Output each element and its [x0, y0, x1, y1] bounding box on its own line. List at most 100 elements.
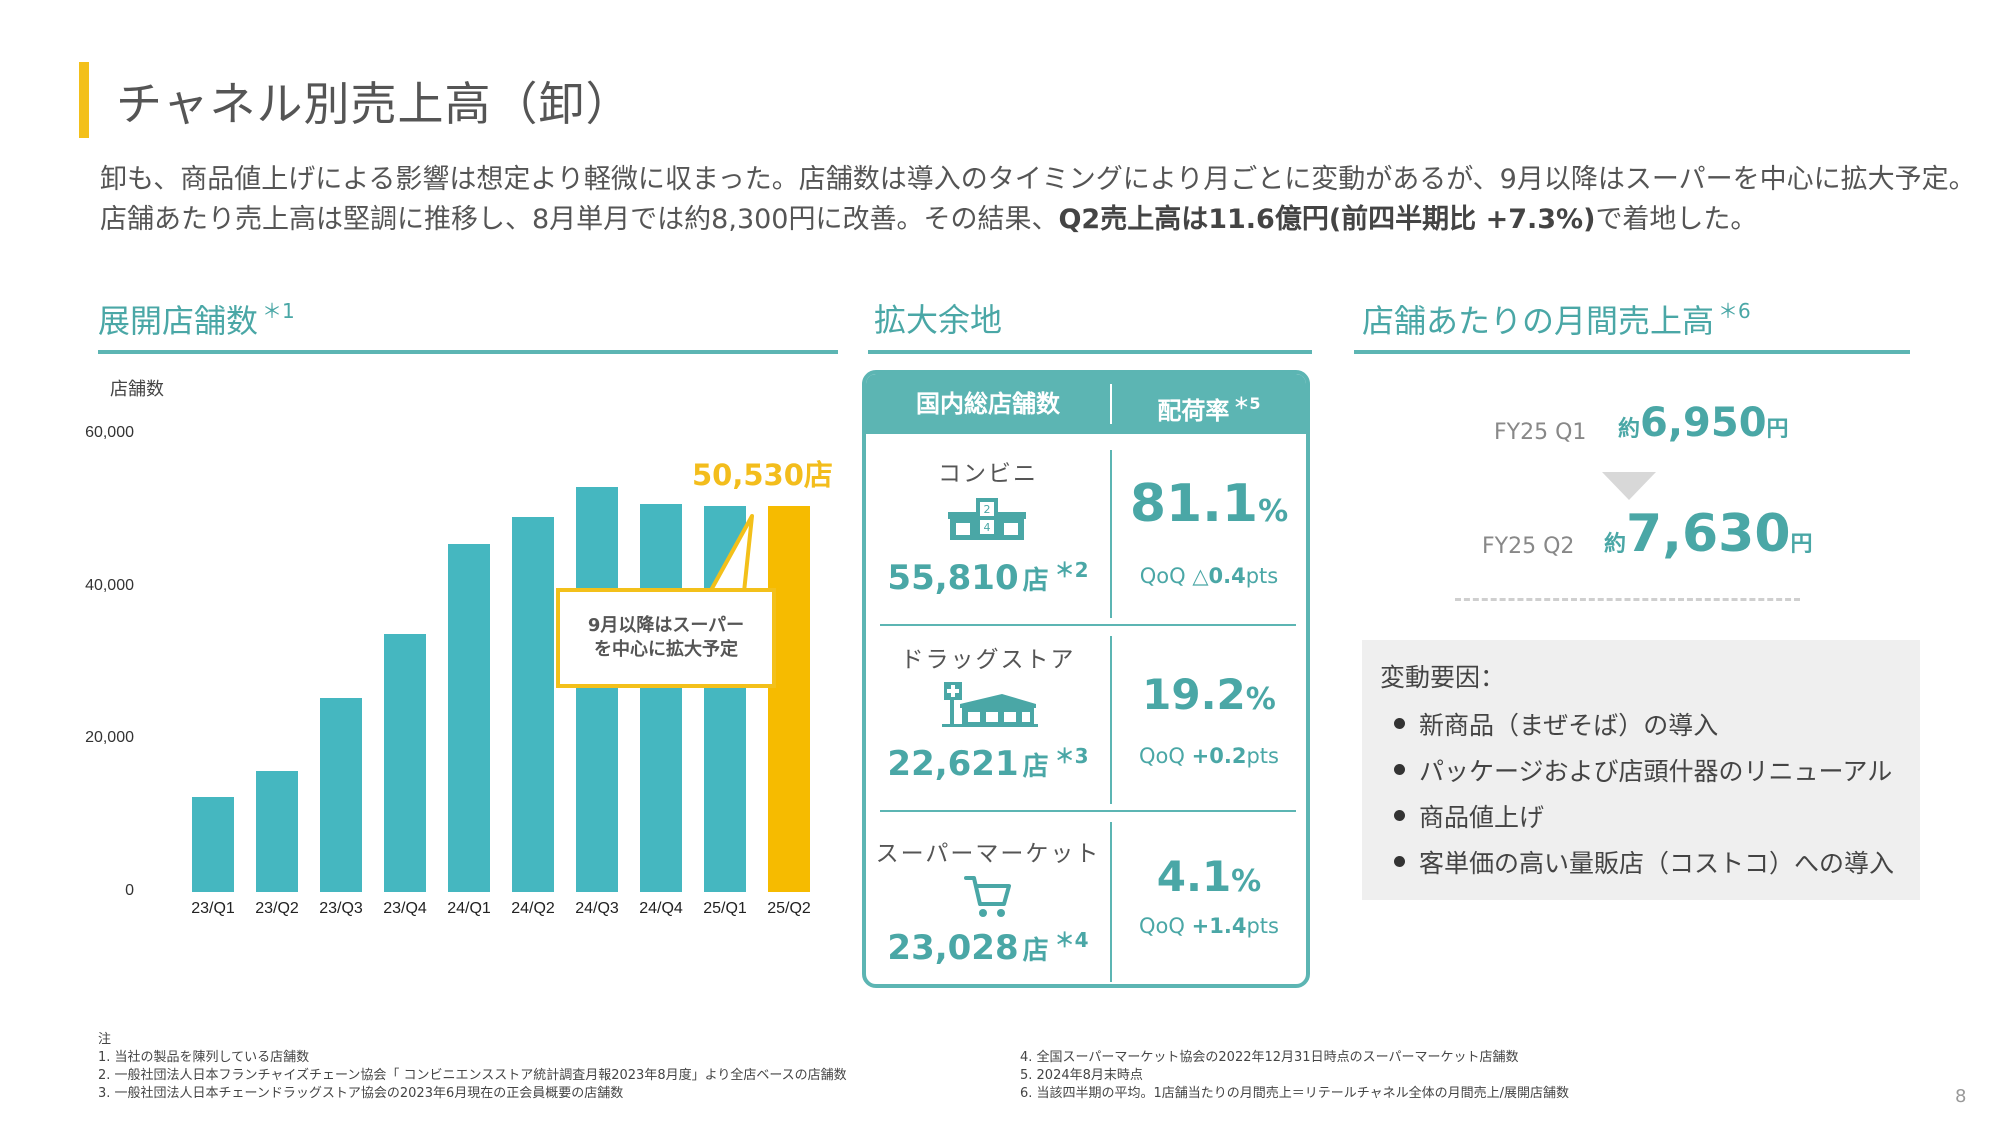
section-rule-monthly	[1354, 350, 1910, 354]
section-title-stores-text: 展開店舗数	[98, 302, 259, 340]
qoq-unit: pts	[1246, 744, 1279, 768]
factor-item: パッケージおよび店頭什器のリニューアル	[1394, 752, 1892, 788]
factor-text: 新商品（まぜそば）の導入	[1419, 711, 1719, 740]
bar-23-Q3	[320, 698, 362, 892]
table-header: 国内総店舗数 配荷率 ＊5	[866, 374, 1306, 434]
y-tick-label: 0	[125, 882, 134, 899]
x-tick-label: 25/Q1	[703, 900, 747, 917]
qoq-supermarket: QoQ +1.4pts	[1112, 914, 1306, 938]
factor-text: 客単価の高い量販店（コストコ）への導入	[1419, 849, 1895, 878]
bar-23-Q4	[384, 633, 426, 892]
footnote-heading: 注	[98, 1032, 112, 1047]
footnote-item: 2. 一般社団法人日本フランチャイズチェーン協会「 コンビニエンスストア統計調査…	[98, 1068, 847, 1083]
x-tick-label: 24/Q1	[447, 900, 491, 917]
drugstore-icon	[942, 682, 1038, 727]
store-count-value: 23,028	[887, 928, 1019, 968]
distribution-rate-supermarket: 4.1%	[1112, 852, 1306, 901]
category-label-supermarket: スーパーマーケット	[875, 841, 1101, 867]
qoq-convenience: QoQ △0.4pts	[1112, 564, 1306, 588]
qoq-value: △0.4	[1192, 564, 1246, 588]
kpi-suffix: 円	[1766, 417, 1789, 442]
factor-item: 新商品（まぜそば）の導入	[1394, 706, 1718, 742]
kpi-value-q2: 約7,630円	[1604, 504, 1813, 564]
convenience-store-icon: 2 4	[948, 498, 1026, 540]
bar-25-Q2	[768, 506, 810, 892]
rate-percent-sign: %	[1245, 682, 1276, 717]
qoq-value: +0.2	[1191, 744, 1247, 768]
qoq-label: QoQ	[1139, 914, 1185, 938]
kpi-prefix: 約	[1618, 417, 1641, 442]
column-divider	[1110, 822, 1112, 982]
store-count-value: 55,810	[887, 558, 1019, 598]
bullet-icon	[1394, 764, 1405, 775]
y-tick-label: 60,000	[85, 424, 134, 441]
lead-text-2: で着地した。	[1595, 204, 1758, 235]
lead-text-bold: Q2売上高は11.6億円(前四半期比 +7.3%)	[1058, 204, 1596, 235]
bullet-icon	[1394, 810, 1405, 821]
column-header-note: ＊5	[1233, 394, 1261, 413]
callout-line-2: を中心に拡大予定	[594, 639, 738, 660]
bar-24-Q4	[640, 504, 682, 892]
section-title-stores-note: ＊1	[262, 299, 295, 323]
callout-tail	[706, 514, 754, 594]
dashed-divider	[1455, 598, 1800, 601]
kpi-suffix: 円	[1790, 532, 1813, 557]
column-header-distribution-rate-text: 配荷率	[1157, 397, 1230, 425]
bullet-icon	[1394, 856, 1405, 867]
footnote-item: 5. 2024年8月末時点	[1020, 1068, 1143, 1083]
y-tick-label: 40,000	[85, 576, 134, 594]
rate-value: 81.1	[1129, 474, 1259, 534]
factor-item: 客単価の高い量販店（コストコ）への導入	[1394, 844, 1894, 880]
store-count-note: ＊2	[1054, 558, 1089, 582]
row-separator	[880, 624, 1296, 626]
factor-text: 商品値上げ	[1419, 803, 1545, 832]
store-count-supermarket: 23,028 店＊4	[866, 924, 1110, 968]
bar-23-Q2	[256, 771, 298, 892]
x-tick-label: 23/Q1	[191, 900, 235, 917]
store-count-unit: 店	[1022, 566, 1049, 596]
store-count-chart: 店舗数 60,000 40,000 20,000 0 23/Q1 23/Q2 23/Q3 23…	[85, 370, 840, 930]
store-count-unit: 店	[1022, 752, 1049, 782]
distribution-rate-drugstore: 19.2%	[1112, 670, 1306, 719]
qoq-drugstore: QoQ +0.2pts	[1112, 744, 1306, 768]
x-tick-label: 24/Q4	[639, 900, 683, 917]
rate-value: 4.1	[1156, 852, 1232, 901]
shopping-cart-icon	[964, 876, 1011, 917]
change-factors-box: 変動要因： 新商品（まぜそば）の導入 パッケージおよび店頭什器のリニューアル 商…	[1362, 640, 1920, 900]
x-tick-label: 24/Q3	[575, 900, 619, 917]
store-count-convenience: 55,810 店＊2	[866, 554, 1110, 598]
qoq-label: QoQ	[1139, 744, 1185, 768]
y-axis-label: 店舗数	[110, 379, 164, 400]
section-title-capacity: 拡大余地	[874, 301, 1003, 339]
footnote-item: 3. 一般社団法人日本チェーンドラッグストア協会の2023年6月現在の正会員概要…	[98, 1086, 624, 1101]
callout-line-1: 9月以降はスーパー	[587, 615, 745, 636]
store-count-value: 22,621	[887, 744, 1019, 784]
kpi-prefix: 約	[1604, 532, 1627, 557]
bar-24-Q2	[512, 517, 554, 892]
bar-24-Q3	[576, 487, 618, 892]
column-header-distribution-rate: 配荷率 ＊5	[1112, 374, 1306, 434]
highlight-value-label: 50,530店	[692, 458, 833, 492]
rate-percent-sign: %	[1231, 864, 1262, 899]
column-header-total-stores: 国内総店舗数	[916, 390, 1060, 418]
column-divider	[1110, 450, 1112, 618]
column-divider	[1110, 636, 1112, 804]
category-label-drugstore: ドラッグストア	[900, 647, 1076, 673]
footnote-item: 4. 全国スーパーマーケット協会の2022年12月31日時点のスーパーマーケット…	[1020, 1050, 1519, 1065]
section-title-monthly-text: 店舗あたりの月間売上高	[1362, 302, 1715, 340]
page-number: 8	[1955, 1086, 1967, 1107]
y-tick-label: 20,000	[85, 729, 134, 747]
down-arrow-icon	[1602, 472, 1656, 500]
category-label-convenience: コンビニ	[938, 461, 1038, 487]
section-title-monthly-note: ＊6	[1718, 299, 1751, 323]
capacity-table: 国内総店舗数 配荷率 ＊5 コンビニ 2 4 55,810 店＊2 81.1% Qo…	[862, 370, 1310, 988]
page-title: チャネル別売上高（卸）	[116, 77, 633, 131]
x-tick-label: 23/Q2	[255, 900, 299, 917]
x-tick-label: 23/Q3	[319, 900, 363, 917]
factor-item: 商品値上げ	[1394, 798, 1544, 834]
distribution-rate-convenience: 81.1%	[1112, 474, 1306, 534]
kpi-label-q1: FY25 Q1	[1494, 420, 1587, 445]
section-title-stores: 展開店舗数 ＊1	[98, 295, 295, 342]
bullet-icon	[1394, 718, 1405, 729]
factor-text: パッケージおよび店頭什器のリニューアル	[1419, 757, 1893, 786]
